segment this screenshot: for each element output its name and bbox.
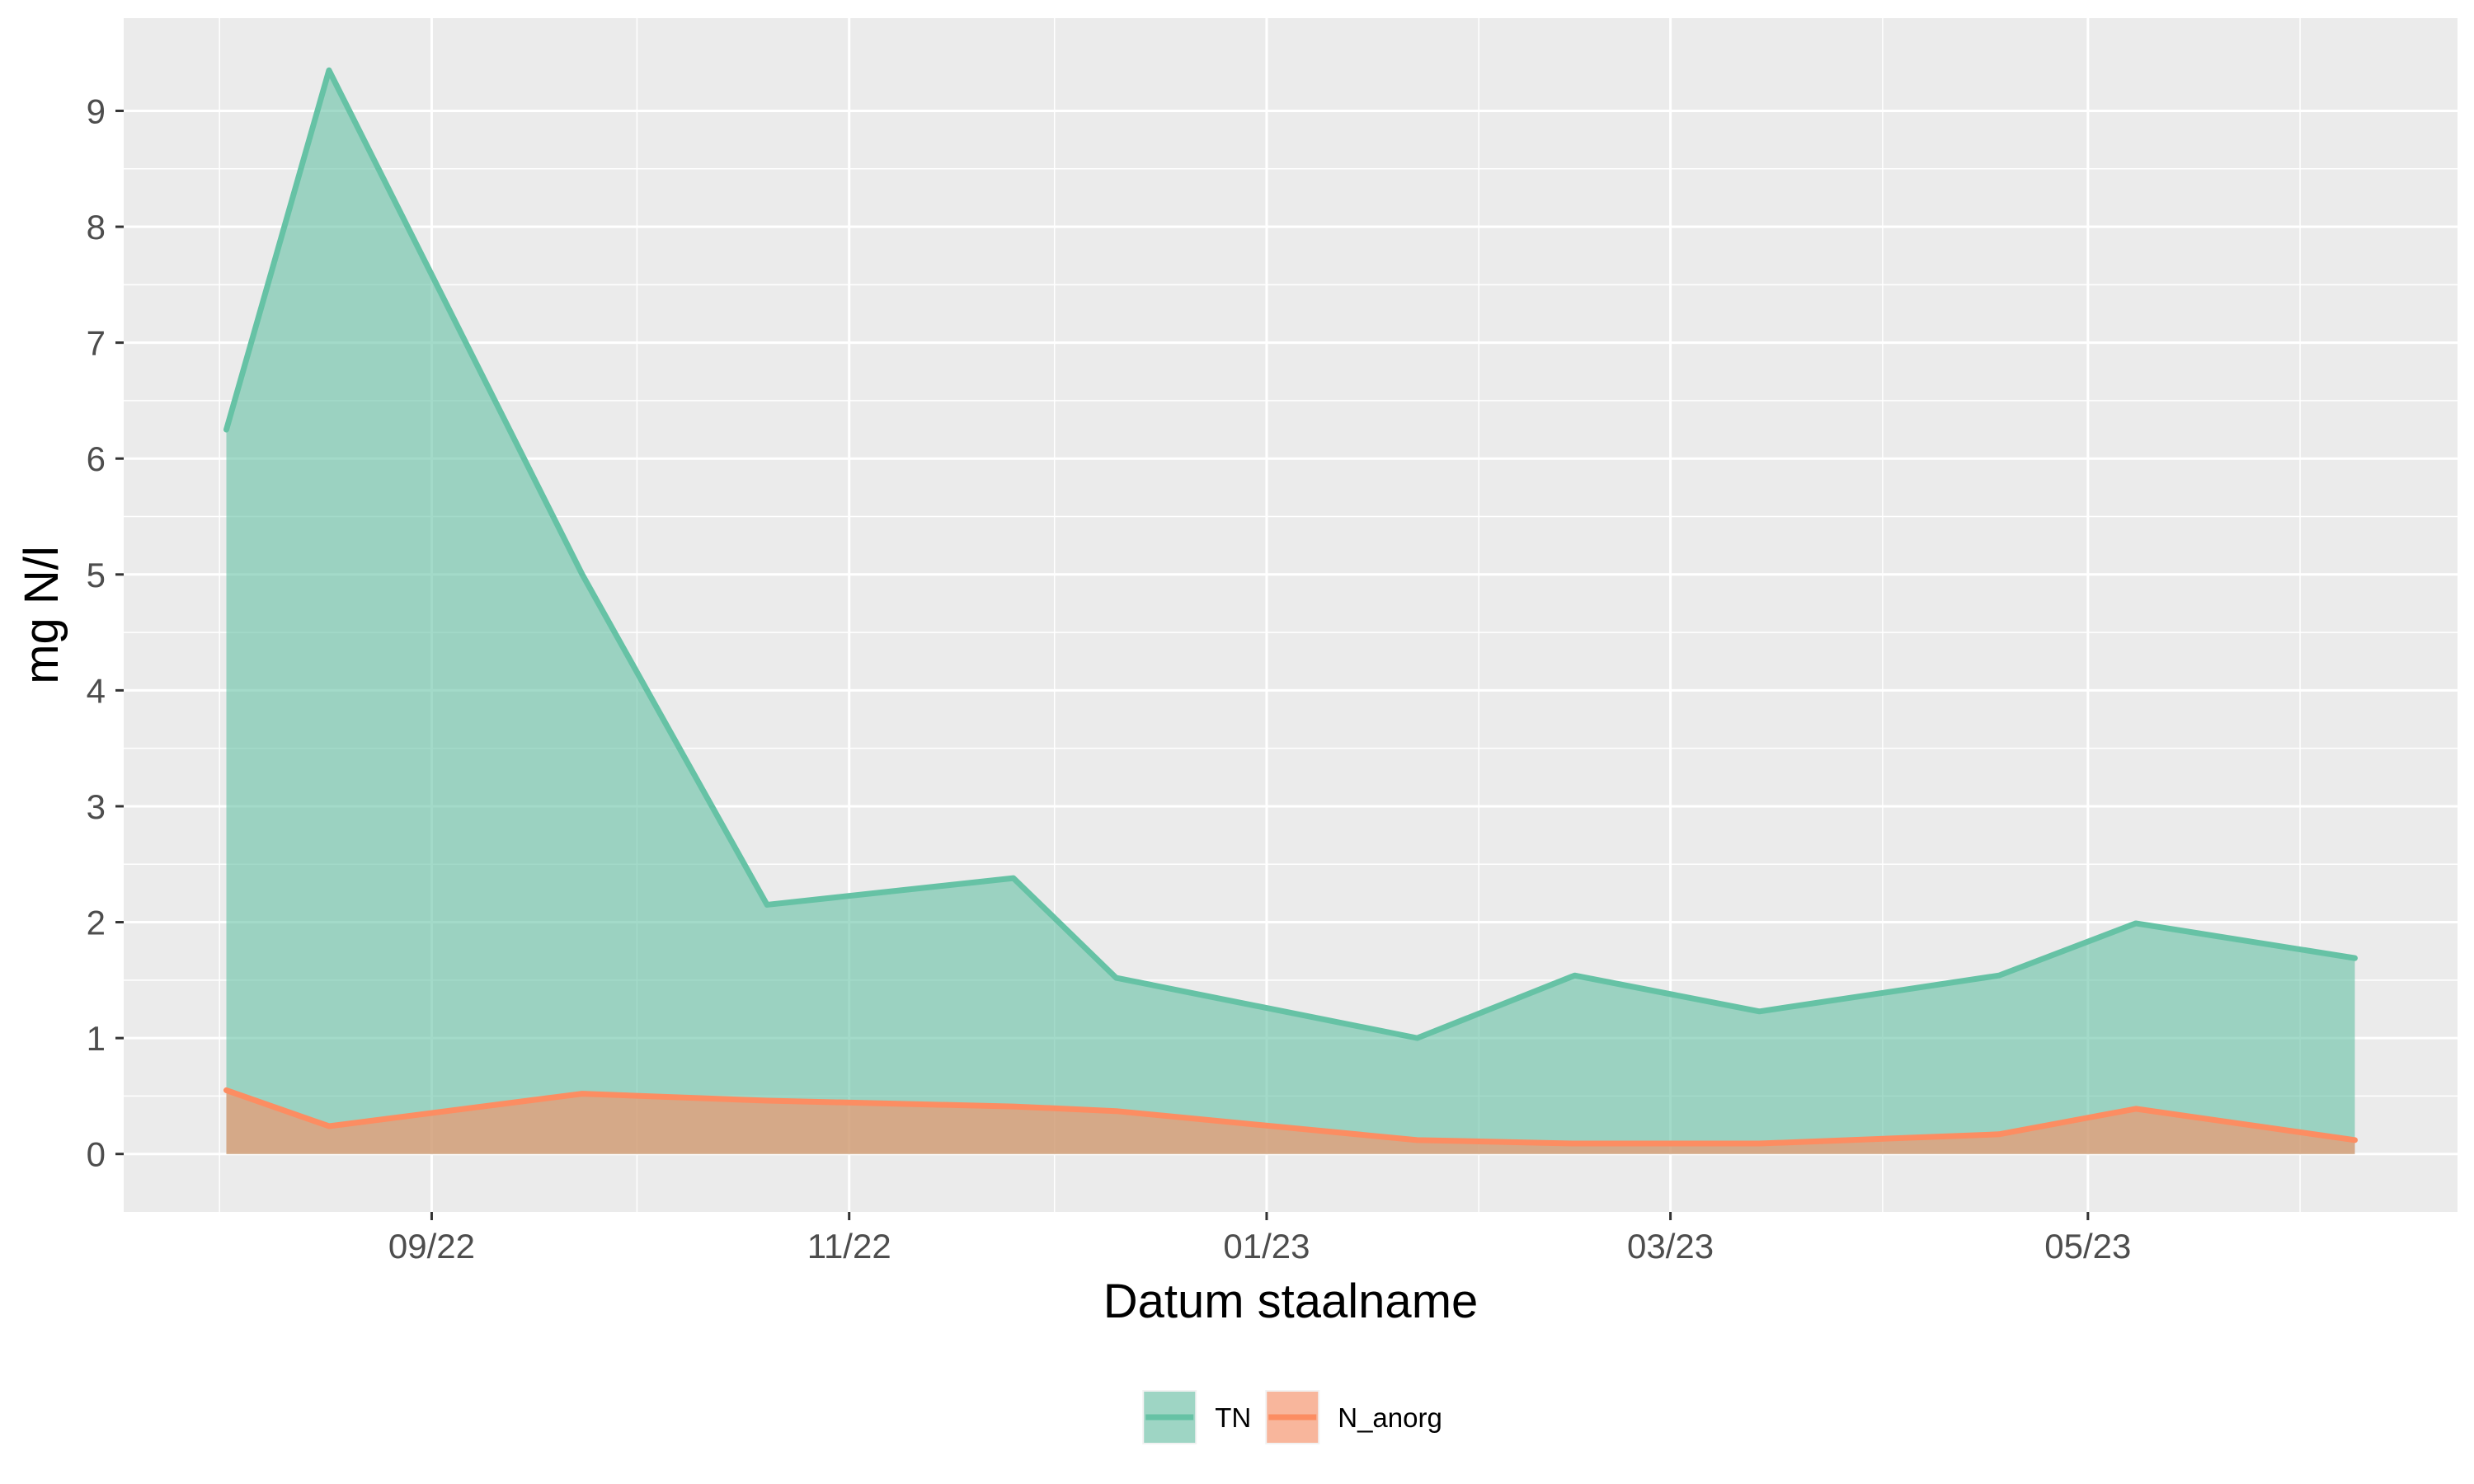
x-tick-label: 05/23 [2044,1227,2131,1266]
x-tick-label: 11/22 [807,1227,891,1266]
x-axis: 09/22 11/22 01/23 03/23 05/23 [388,1212,2131,1266]
y-tick-label: 5 [87,556,106,594]
y-tick-label: 1 [87,1019,106,1058]
line-n-anorg [223,1087,2359,1147]
x-tick-label: 09/22 [388,1227,475,1266]
x-tick-label: 01/23 [1223,1227,1310,1266]
series-lines [223,67,2359,1147]
y-tick-label: 0 [87,1135,106,1174]
y-tick-label: 6 [87,439,106,478]
series-areas [226,70,2355,1154]
x-tick-label: 03/23 [1627,1227,1714,1266]
line-tn [223,67,2359,1041]
x-axis-title: Datum staalname [1103,1275,1479,1328]
y-tick-label: 2 [87,904,106,942]
y-tick-label: 9 [87,92,106,130]
legend-label-n-anorg: N_anorg [1338,1402,1442,1433]
legend-label-tn: TN [1215,1402,1251,1433]
y-tick-label: 7 [87,324,106,363]
area-n-anorg [226,1090,2355,1154]
area-tn [226,70,2355,1154]
y-tick-label: 8 [87,208,106,247]
y-axis: 0 1 2 3 4 5 6 7 8 9 [87,92,124,1174]
y-tick-label: 4 [87,671,106,710]
y-tick-label: 3 [87,787,106,826]
legend: TN N_anorg [1142,1390,1442,1444]
y-axis-title: mg N/l [15,546,68,684]
